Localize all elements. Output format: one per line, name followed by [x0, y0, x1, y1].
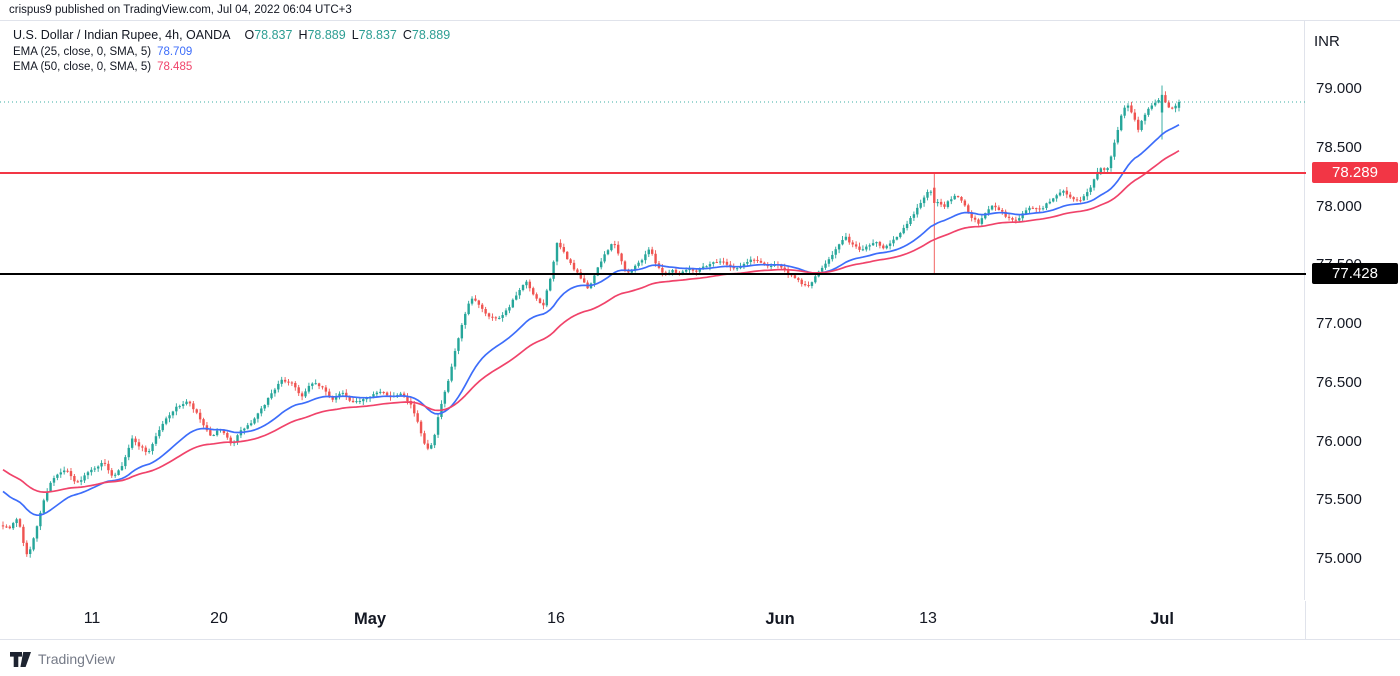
ema50-label: EMA (50, close, 0, SMA, 5)	[13, 61, 152, 73]
time-axis[interactable]: 11 20 May 16 Jun 13 Jul	[0, 601, 1400, 640]
tradingview-logo-icon	[10, 651, 31, 667]
close-label: C	[402, 28, 412, 42]
chart-plot-area[interactable]: U.S. Dollar / Indian Rupee, 4h, OANDA O78…	[0, 21, 1305, 600]
currency-label: INR	[1314, 33, 1340, 50]
ema50-row: EMA (50, close, 0, SMA, 5) 78.485	[13, 61, 450, 73]
ema25-row: EMA (25, close, 0, SMA, 5) 78.709	[13, 46, 450, 58]
time-tick-label: 16	[547, 610, 565, 627]
time-tick-label: May	[353, 610, 387, 628]
support-price-badge: 77.428	[1312, 263, 1398, 285]
support-level-line[interactable]	[0, 272, 1306, 275]
published-bar: crispus9 published on TradingView.com, J…	[0, 0, 1400, 21]
price-axis[interactable]: INR 79.00078.50078.00077.50077.00076.500…	[1306, 21, 1400, 600]
resistance-price-badge: 78.289	[1312, 162, 1398, 184]
ema25-value: 78.709	[157, 45, 193, 58]
brand-footer[interactable]: TradingView	[10, 648, 115, 670]
published-text: crispus9 published on TradingView.com, J…	[9, 4, 352, 16]
price-tick-label: 79.000	[1316, 80, 1362, 97]
symbol-row: U.S. Dollar / Indian Rupee, 4h, OANDA O78…	[13, 28, 450, 42]
time-tick-label: 20	[210, 610, 228, 627]
price-tick-label: 76.500	[1316, 373, 1362, 391]
time-tick-label: Jul	[1150, 610, 1174, 628]
candlestick-chart[interactable]	[0, 21, 1305, 600]
time-tick-label: 11	[83, 610, 101, 627]
tradingview-logo-text: TradingView	[38, 651, 116, 667]
price-tick-label: 78.500	[1316, 138, 1362, 156]
time-tick-label: 13	[919, 610, 937, 627]
price-tick-label: 76.000	[1316, 432, 1362, 450]
price-tick-label: 75.000	[1316, 550, 1362, 567]
open-value: 78.837	[254, 28, 293, 42]
ema25-line	[2, 123, 1180, 517]
open-label: O	[244, 28, 255, 42]
price-tick-label: 78.000	[1316, 197, 1362, 215]
high-value: 78.889	[307, 28, 346, 42]
ema25-label: EMA (25, close, 0, SMA, 5)	[13, 45, 152, 58]
axis-divider	[1305, 601, 1306, 640]
low-value: 78.837	[358, 28, 397, 42]
price-tick-label: 75.500	[1316, 491, 1362, 509]
chart-legend: U.S. Dollar / Indian Rupee, 4h, OANDA O78…	[13, 28, 450, 73]
resistance-level-line[interactable]	[0, 171, 1306, 174]
symbol-title: U.S. Dollar / Indian Rupee, 4h, OANDA	[13, 28, 231, 42]
candles-layer	[1, 85, 1181, 558]
price-tick-label: 77.000	[1316, 315, 1362, 332]
high-label: H	[298, 28, 308, 42]
ema50-value: 78.485	[157, 61, 193, 73]
close-value: 78.889	[411, 28, 451, 42]
low-label: L	[351, 28, 359, 42]
time-tick-label: Jun	[765, 610, 795, 628]
ema50-line	[2, 149, 1180, 493]
